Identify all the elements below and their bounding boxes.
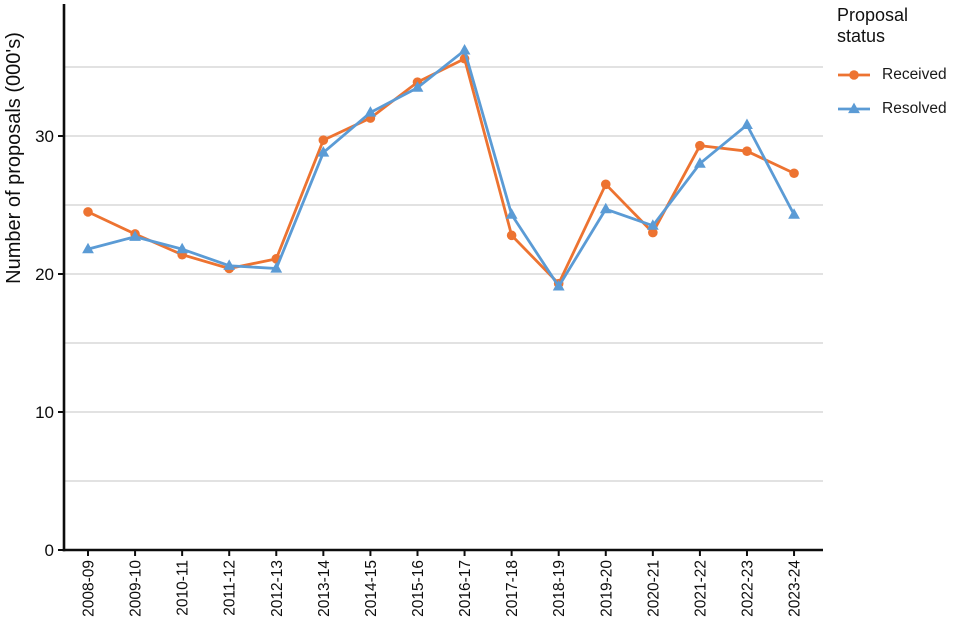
marker-triangle-resolved (646, 219, 659, 230)
marker-circle-received (600, 179, 611, 190)
series-line-resolved (86, 49, 796, 288)
x-tick-label: 2019-20 (598, 560, 615, 617)
legend: Proposal status Received Resolved (837, 5, 955, 117)
x-tick-label: 2020-21 (645, 560, 662, 617)
x-tick-label: 2008-09 (81, 560, 98, 617)
marker-circle-received (648, 227, 658, 238)
y-axis-title: Number of proposals (000's) (3, 32, 25, 284)
x-tick-label: 2021-22 (692, 560, 709, 617)
marker-triangle-resolved (364, 106, 377, 117)
y-tick-label: 10 (35, 403, 54, 422)
marker-triangle-resolved (129, 230, 141, 241)
marker-triangle-resolved (694, 157, 706, 168)
marker-circle-received (789, 168, 799, 179)
marker-triangle-resolved (176, 242, 189, 254)
y-tick-label: 20 (35, 265, 54, 284)
marker-triangle-resolved (270, 262, 283, 273)
y-tick-label: 0 (45, 541, 54, 560)
x-tick-label: 2022-23 (739, 560, 756, 617)
marker-circle-received (742, 146, 752, 156)
x-tick-label: 2012-13 (269, 560, 286, 617)
legend-entries: Received Resolved (837, 66, 955, 118)
marker-triangle-resolved (788, 208, 800, 219)
marker-triangle-resolved (317, 146, 330, 157)
x-tick-label: 2013-14 (316, 560, 333, 617)
x-tick-label: 2018-19 (551, 560, 568, 617)
marker-triangle-resolved (82, 242, 94, 254)
x-tick-label: 2015-16 (410, 560, 427, 617)
x-tick-label: 2017-18 (504, 560, 521, 617)
marker-triangle-resolved (599, 202, 612, 214)
x-tick-label: 2009-10 (128, 560, 145, 617)
x-tick-label: 2014-15 (363, 560, 380, 617)
marker-circle-received (83, 207, 93, 217)
x-tick-label: 2023-24 (787, 560, 804, 617)
legend-key-circle (849, 70, 859, 81)
y-tick-label: 30 (35, 127, 54, 146)
series-line-received (86, 57, 796, 286)
marker-triangle-resolved (505, 208, 518, 219)
marker-circle-received (506, 230, 517, 241)
marker-triangle-resolved (741, 118, 753, 130)
marker-circle-received (318, 135, 329, 145)
legend-entry-received: Received (837, 66, 955, 84)
legend-label-received: Received (882, 66, 947, 84)
legend-label-resolved: Resolved (882, 100, 947, 118)
resolved-triangle-key-icon (838, 103, 870, 114)
x-tick-label: 2010-11 (175, 560, 192, 616)
x-tick-label: 2011-12 (222, 560, 239, 616)
received-circle-key-icon (838, 70, 870, 81)
marker-triangle-resolved (223, 259, 236, 270)
x-tick-label: 2016-17 (457, 560, 474, 617)
marker-circle-received (695, 140, 705, 151)
legend-key-triangle (848, 103, 860, 114)
marker-triangle-resolved (411, 81, 424, 92)
legend-title: Proposal status (837, 5, 909, 47)
marker-triangle-resolved (458, 44, 471, 55)
marker-triangle-resolved (552, 280, 565, 291)
legend-entry-resolved: Resolved (837, 100, 955, 118)
